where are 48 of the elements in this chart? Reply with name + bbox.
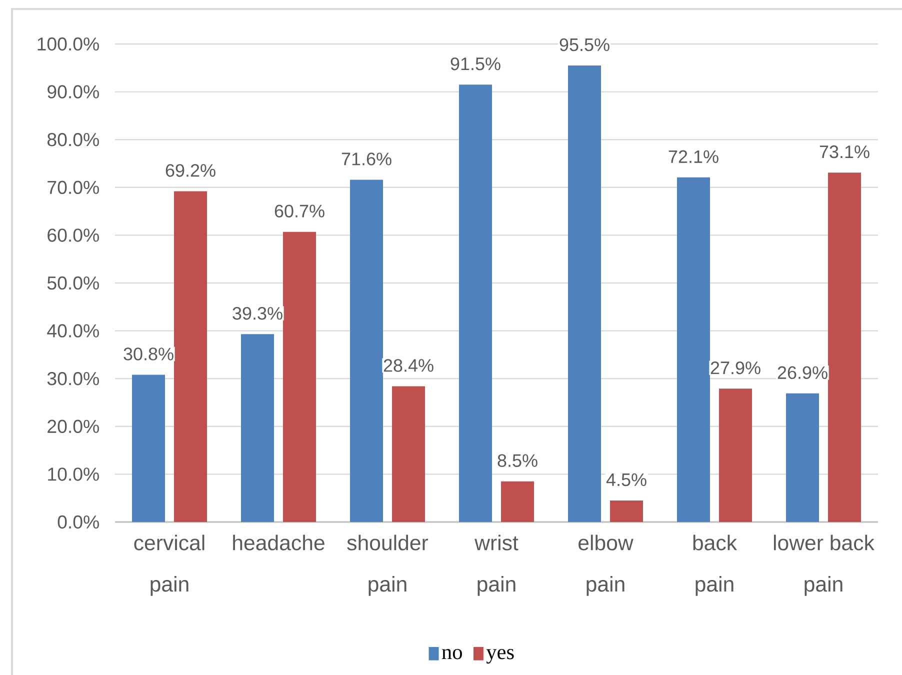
y-tick-label: 10.0% — [48, 468, 99, 481]
data-label: 69.2% — [166, 164, 216, 177]
data-label: 95.5% — [560, 38, 610, 52]
category-label: shoulder pain — [347, 534, 428, 596]
legend-label: no — [442, 648, 462, 660]
y-tick-label: 90.0% — [48, 85, 99, 98]
data-label: 72.1% — [668, 150, 718, 163]
data-label: 91.5% — [450, 57, 500, 70]
bar — [132, 374, 166, 522]
data-label: 26.9% — [778, 366, 828, 380]
y-tick-label: 30.0% — [47, 372, 99, 386]
data-label: 4.5% — [606, 473, 646, 486]
data-label: 60.7% — [274, 204, 324, 218]
bar — [501, 481, 534, 522]
category-label: cervical pain — [134, 534, 204, 596]
category-label: wrist pain — [474, 534, 518, 596]
bar — [350, 180, 383, 522]
data-label: 73.1% — [820, 145, 870, 158]
bar — [786, 393, 820, 522]
category-label: back pain — [693, 534, 738, 596]
y-tick-label: 100.0% — [38, 37, 99, 51]
category-label: elbow pain — [578, 534, 634, 596]
y-tick-label: 40.0% — [47, 324, 99, 338]
bar — [719, 388, 752, 522]
category-label: lower back pain — [774, 534, 874, 596]
y-tick-label: 20.0% — [48, 420, 99, 434]
data-label: 71.6% — [342, 152, 392, 166]
data-label: 30.8% — [124, 348, 174, 360]
y-tick-label: 80.0% — [48, 132, 99, 146]
data-label: 27.9% — [710, 361, 760, 374]
bar — [568, 66, 601, 522]
y-tick-label: 60.0% — [48, 228, 99, 242]
bar — [392, 386, 425, 522]
bar — [677, 177, 710, 522]
bar — [828, 172, 862, 522]
data-label: 8.5% — [498, 454, 538, 467]
data-label: 28.4% — [384, 359, 434, 372]
bar — [174, 191, 208, 522]
y-tick-label: 70.0% — [48, 180, 99, 194]
y-tick-label: 50.0% — [47, 276, 99, 290]
data-label: 39.3% — [232, 307, 282, 320]
bar — [283, 232, 316, 522]
bar — [610, 500, 643, 522]
bar — [241, 334, 274, 522]
x-tick-label: headache — [233, 534, 324, 550]
bar — [459, 84, 492, 522]
y-tick-label: 0.0% — [58, 515, 99, 529]
legend-label: yes — [486, 648, 514, 664]
